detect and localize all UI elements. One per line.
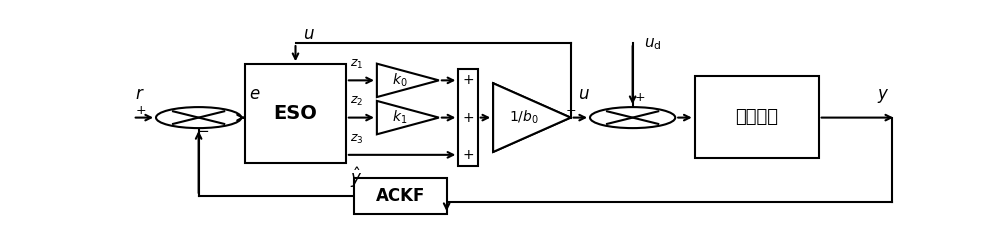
Polygon shape bbox=[377, 64, 439, 97]
Text: $k_0$: $k_0$ bbox=[392, 72, 408, 89]
Text: +: + bbox=[135, 104, 146, 117]
Text: $u_\mathrm{d}$: $u_\mathrm{d}$ bbox=[644, 36, 662, 52]
Bar bbox=[245, 64, 346, 163]
Text: +: + bbox=[462, 73, 474, 87]
Text: $\hat{y}$: $\hat{y}$ bbox=[350, 166, 362, 190]
Text: $u$: $u$ bbox=[303, 25, 315, 43]
Text: +: + bbox=[462, 148, 474, 162]
Bar bbox=[354, 178, 447, 214]
Text: ESO: ESO bbox=[274, 104, 317, 123]
Text: +: + bbox=[565, 104, 576, 117]
Bar bbox=[695, 76, 819, 158]
Text: +: + bbox=[635, 91, 646, 104]
Text: $z_1$: $z_1$ bbox=[350, 58, 363, 71]
Polygon shape bbox=[493, 83, 571, 152]
Text: $u$: $u$ bbox=[578, 85, 590, 102]
Text: $e$: $e$ bbox=[249, 85, 260, 102]
Polygon shape bbox=[377, 101, 439, 134]
Text: 被控对象: 被控对象 bbox=[735, 108, 778, 126]
Text: −: − bbox=[196, 124, 209, 139]
Text: $z_3$: $z_3$ bbox=[350, 132, 363, 146]
Text: $1/b_0$: $1/b_0$ bbox=[509, 109, 539, 126]
Text: $r$: $r$ bbox=[135, 85, 145, 102]
Text: +: + bbox=[462, 111, 474, 124]
Text: $k_1$: $k_1$ bbox=[392, 109, 408, 126]
Text: $y$: $y$ bbox=[877, 87, 889, 104]
Bar bbox=[458, 69, 478, 166]
Text: $z_2$: $z_2$ bbox=[350, 95, 363, 108]
Circle shape bbox=[590, 107, 675, 128]
Circle shape bbox=[156, 107, 241, 128]
Text: ACKF: ACKF bbox=[375, 187, 425, 205]
